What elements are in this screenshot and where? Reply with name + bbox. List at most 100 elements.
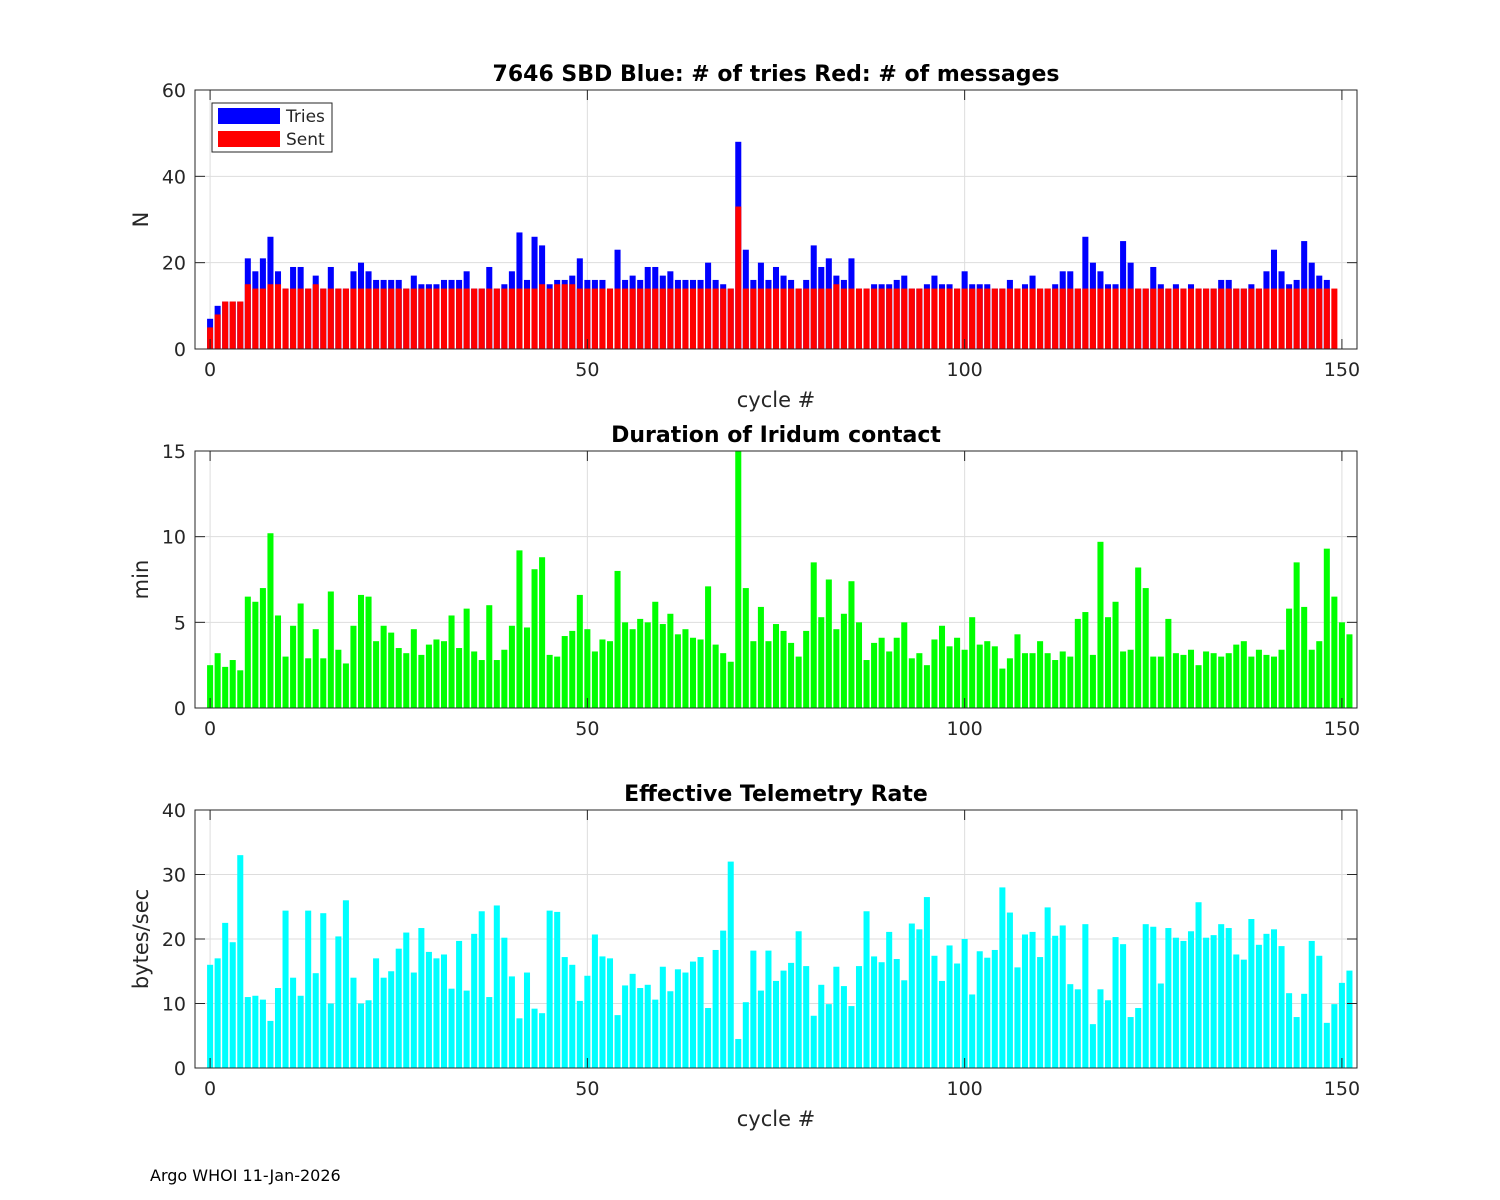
bar — [539, 557, 546, 708]
bar — [855, 622, 863, 708]
bar — [946, 646, 953, 708]
bar — [886, 651, 893, 708]
bar — [833, 629, 840, 708]
bar — [1278, 946, 1285, 1068]
bar — [591, 651, 598, 708]
bar — [471, 288, 478, 349]
bar — [810, 562, 817, 708]
bar — [576, 1000, 583, 1068]
bar — [855, 966, 863, 1068]
bar — [561, 636, 568, 708]
bar — [923, 665, 930, 708]
bar — [697, 288, 704, 349]
bar — [855, 288, 863, 349]
legend-swatch-tries — [218, 108, 280, 124]
bar — [1338, 982, 1345, 1068]
bar — [222, 301, 229, 349]
bar — [508, 625, 515, 708]
bar — [810, 288, 817, 349]
bar — [305, 658, 312, 708]
bar — [312, 284, 319, 349]
bar — [546, 288, 553, 349]
bar — [901, 980, 908, 1068]
bar — [1052, 935, 1059, 1068]
bar — [418, 928, 425, 1068]
bar — [1203, 288, 1210, 349]
bar — [1059, 651, 1066, 708]
bar — [290, 288, 297, 349]
bar — [501, 288, 508, 349]
bar — [735, 451, 742, 708]
bar — [848, 581, 855, 708]
bar — [1157, 983, 1164, 1068]
bar — [712, 288, 719, 349]
legend-label-sent: Sent — [286, 130, 325, 150]
bar — [1165, 288, 1172, 349]
bar — [1135, 1008, 1142, 1068]
bar — [780, 288, 787, 349]
bar — [644, 288, 651, 349]
series-duration — [207, 451, 1353, 708]
y-tick-label: 0 — [174, 698, 186, 720]
y-tick-label: 20 — [162, 929, 186, 951]
bar — [222, 666, 229, 708]
bar — [471, 933, 478, 1068]
bar — [1331, 288, 1338, 349]
bar — [486, 288, 493, 349]
bar — [1089, 654, 1096, 708]
bar — [448, 615, 455, 708]
bar — [539, 1013, 546, 1068]
bar — [508, 288, 515, 349]
bar — [931, 288, 938, 349]
bar — [546, 654, 553, 708]
bar — [599, 639, 606, 708]
x-tick-label: 100 — [947, 718, 983, 740]
bar — [1187, 931, 1195, 1068]
bar — [440, 288, 448, 349]
bar — [652, 601, 659, 708]
bar — [1338, 622, 1345, 708]
bar — [531, 288, 538, 349]
bar — [365, 596, 372, 708]
bar — [1006, 288, 1013, 349]
bar — [818, 984, 825, 1068]
bar — [674, 969, 681, 1068]
bar — [1293, 288, 1300, 349]
bar — [350, 977, 357, 1068]
y-tick-label: 60 — [162, 80, 186, 102]
bar — [576, 594, 583, 708]
bar — [886, 931, 893, 1068]
bar — [954, 637, 961, 708]
bar — [410, 288, 417, 349]
bar — [735, 206, 742, 349]
bar — [1089, 288, 1096, 349]
bar — [991, 646, 998, 708]
bar — [1021, 288, 1029, 349]
bar — [1150, 656, 1157, 708]
bar — [274, 988, 282, 1068]
bar — [1240, 288, 1247, 349]
legend-label-tries: Tries — [285, 107, 325, 127]
bar — [1006, 658, 1013, 708]
bar — [1044, 288, 1051, 349]
bar — [312, 629, 319, 708]
bar — [780, 970, 787, 1068]
bar — [403, 932, 410, 1068]
bar — [1112, 937, 1119, 1068]
chart-title: Effective Telemetry Rate — [624, 782, 928, 807]
bar — [1225, 288, 1232, 349]
bar — [795, 931, 802, 1068]
bar — [1112, 601, 1119, 708]
bar — [705, 586, 712, 708]
bar — [1270, 929, 1278, 1068]
bar — [614, 570, 621, 708]
bar — [380, 977, 387, 1068]
bar — [825, 288, 832, 349]
x-tick-label: 0 — [204, 359, 216, 381]
bar — [652, 999, 659, 1068]
bar — [886, 288, 893, 349]
bar — [433, 288, 440, 349]
bar — [516, 1018, 523, 1068]
bar — [976, 951, 983, 1068]
